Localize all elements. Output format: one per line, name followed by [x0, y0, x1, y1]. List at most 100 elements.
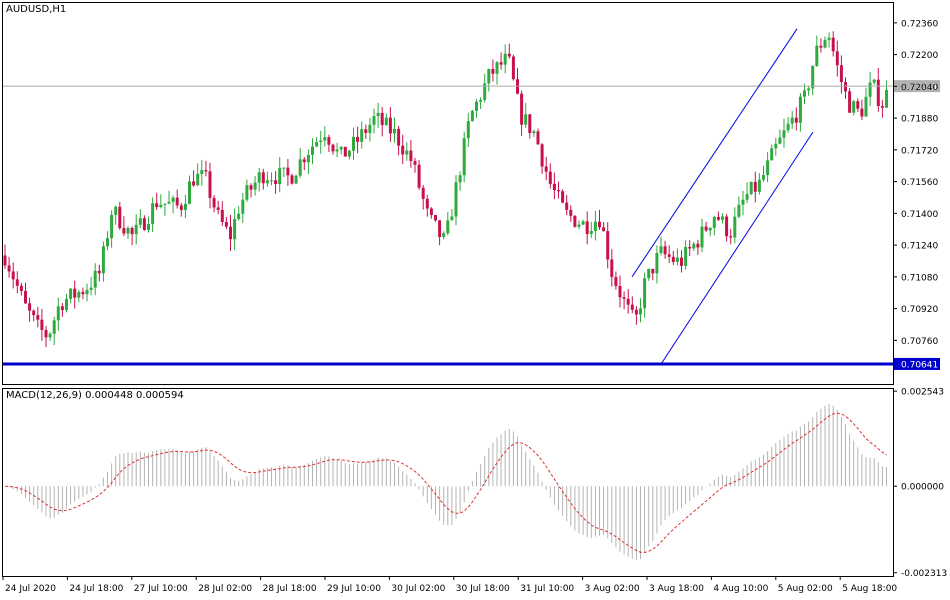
candle-body [44, 329, 48, 338]
candle-body [634, 309, 638, 315]
candle-body [384, 117, 388, 126]
candle-body [331, 144, 335, 152]
candle-body [323, 137, 327, 141]
candle-body [434, 214, 437, 221]
candle-body [876, 79, 880, 107]
candle-body [167, 201, 171, 204]
candle-body [183, 203, 187, 210]
candle-body [319, 140, 323, 143]
candle-body [151, 203, 155, 224]
candle-body [655, 252, 659, 274]
candle-body [237, 213, 241, 220]
candle-body [192, 181, 196, 186]
time-tick-label-11: 4 Aug 10:00 [713, 584, 768, 594]
candle-body [479, 99, 483, 102]
candle-body [565, 202, 569, 210]
candle-body [577, 224, 581, 227]
candle-body [835, 51, 839, 66]
candle-body [364, 129, 368, 133]
candle-body [343, 146, 347, 157]
candle-body [466, 121, 470, 139]
price-pane-frame [2, 2, 894, 385]
candle-body [499, 62, 503, 65]
candle-body [118, 206, 122, 229]
candle-body [286, 167, 290, 176]
price-overlays: 0.72041 0.70641 [3, 28, 940, 370]
time-tick-label-0: 24 Jul 2020 [5, 584, 56, 594]
price-tick-label-1: 0.72200 [901, 51, 938, 61]
candle-body [749, 181, 753, 194]
candle-body [15, 279, 19, 286]
candle-body [302, 159, 306, 163]
candle-body [868, 82, 872, 97]
candle-body [397, 128, 401, 146]
candle-body [368, 124, 372, 133]
candle-body [360, 129, 364, 142]
candle-body [520, 93, 524, 125]
time-tick-label-4: 28 Jul 18:00 [263, 584, 317, 594]
time-tick-label-2: 27 Jul 10:00 [134, 584, 188, 594]
candle-body [659, 246, 663, 253]
candle-body [651, 268, 655, 274]
candle-body [766, 160, 770, 176]
candle-body [126, 227, 130, 234]
time-tick-label-10: 3 Aug 18:00 [649, 584, 704, 594]
candle-body [688, 247, 692, 249]
candle-body [130, 227, 134, 235]
candle-body [737, 204, 741, 217]
candle-body [831, 37, 835, 52]
candle-body [52, 320, 56, 334]
candle-body [229, 226, 232, 240]
candle-body [585, 221, 589, 234]
candle-body [257, 172, 261, 183]
candle-body [864, 96, 868, 117]
candle-body [134, 224, 138, 235]
channel-line-0 [631, 28, 798, 278]
candle-body [885, 90, 888, 108]
candle-body [421, 187, 425, 199]
candle-body [598, 221, 601, 228]
candle-body [48, 333, 52, 338]
candle-body [19, 285, 23, 291]
candle-body [552, 183, 556, 191]
symbol-label: AUDUSD,H1 [6, 4, 67, 15]
candle-body [561, 191, 565, 203]
candle-body [233, 219, 237, 240]
candle-body [626, 298, 630, 305]
candle-body [507, 53, 511, 57]
candle-body [171, 197, 175, 202]
candle-body [511, 56, 515, 80]
candle-body [306, 154, 310, 163]
candle-body [721, 216, 724, 220]
candle-body [311, 146, 314, 155]
candle-body [753, 181, 757, 192]
candle-body [347, 150, 351, 157]
candle-body [188, 181, 191, 204]
candle-body [417, 164, 421, 188]
candle-body [757, 179, 761, 192]
candle-body [147, 223, 150, 230]
candle-body [290, 175, 294, 184]
candle-body [253, 182, 257, 190]
candle-body [179, 205, 183, 210]
candle-body [548, 171, 552, 184]
candle-body [114, 206, 118, 215]
candle-body [335, 149, 339, 152]
candle-body [110, 214, 114, 239]
candle-body [97, 270, 101, 274]
candle-body [643, 278, 647, 309]
candle-body [487, 69, 491, 84]
candle-body [56, 306, 60, 321]
candle-body [401, 145, 405, 155]
candle-body [327, 137, 331, 145]
time-tick-label-3: 28 Jul 02:00 [198, 584, 252, 594]
candle-body [618, 286, 622, 298]
candle-body [532, 131, 536, 134]
candle-body [684, 247, 688, 266]
candle-body [388, 117, 392, 134]
time-tick-label-7: 30 Jul 18:00 [456, 584, 510, 594]
time-tick-label-5: 29 Jul 10:00 [327, 584, 381, 594]
macd-pane-frame [2, 388, 894, 577]
